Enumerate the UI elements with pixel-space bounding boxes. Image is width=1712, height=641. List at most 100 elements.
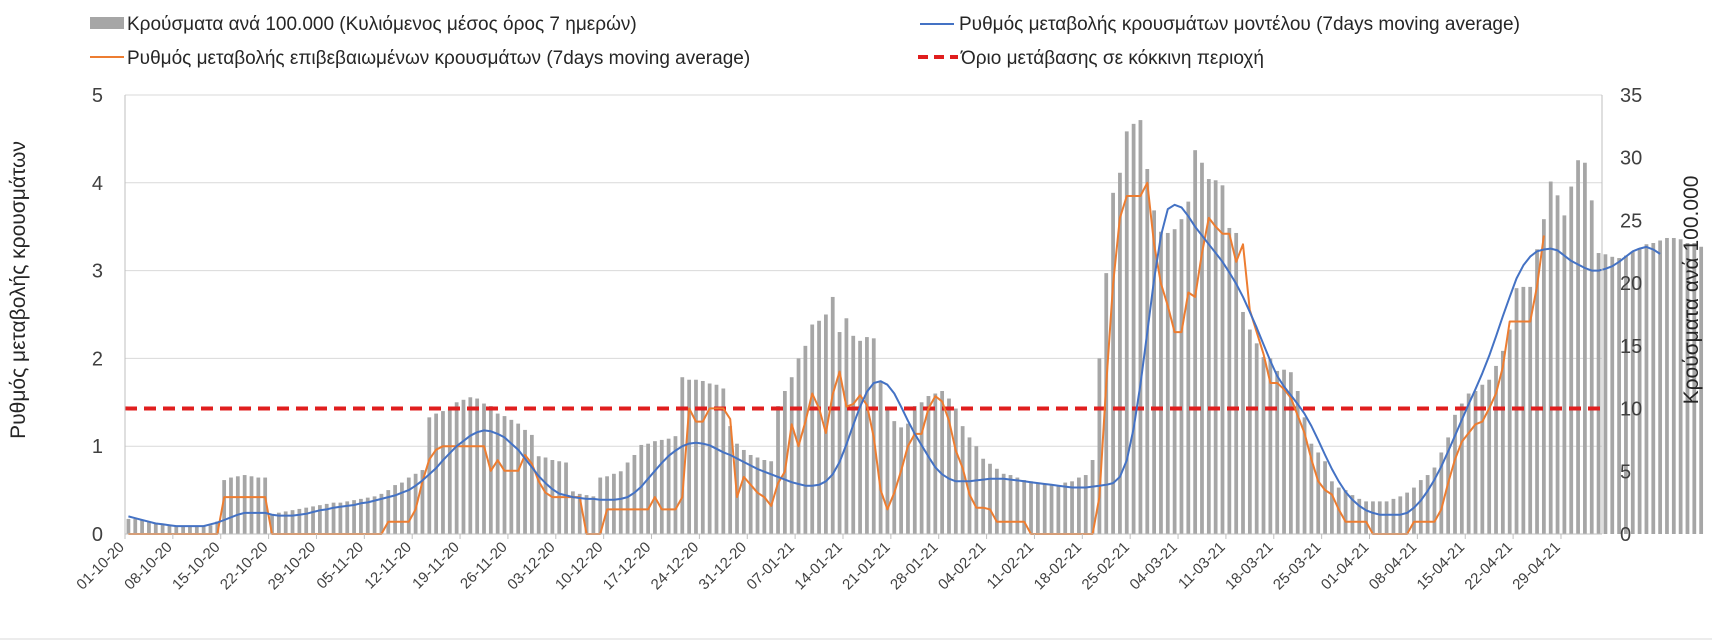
right-tick-label: 20 (1620, 273, 1642, 295)
case-bar (919, 402, 924, 534)
case-bar (270, 513, 274, 534)
case-bar (1295, 391, 1300, 534)
case-bar (618, 471, 623, 534)
x-tick-label: 14-01-21 (791, 539, 845, 593)
right-tick-label: 30 (1620, 148, 1642, 170)
case-bar (1494, 365, 1498, 534)
x-tick-label: 01-10-20 (73, 539, 127, 593)
case-bar (1145, 169, 1150, 534)
case-bar (1035, 483, 1040, 534)
x-tick-label: 21-01-21 (839, 539, 893, 593)
case-bar (810, 324, 815, 534)
case-bar (1439, 452, 1444, 534)
x-tick-label: 29-04-21 (1509, 539, 1563, 593)
case-bar (263, 477, 268, 534)
case-bar (509, 419, 514, 534)
case-bar (1288, 372, 1293, 534)
case-bar (1357, 498, 1362, 534)
case-bar (1576, 160, 1580, 535)
case-bar (700, 380, 705, 534)
left-tick-label: 5 (92, 85, 103, 107)
case-bar (338, 502, 343, 534)
case-bar (1658, 240, 1663, 535)
case-bar (208, 525, 213, 534)
case-bar (1077, 477, 1081, 534)
case-bar (892, 421, 897, 534)
case-bar (1391, 498, 1396, 534)
case-bar (1453, 414, 1457, 534)
case-bar (1152, 210, 1156, 534)
right-tick-label: 15 (1620, 336, 1642, 358)
case-bar (1624, 255, 1628, 534)
case-bar (981, 458, 986, 534)
case-bar (379, 493, 384, 534)
x-tick-label: 18-03-21 (1222, 539, 1276, 593)
case-bar (495, 413, 500, 534)
case-bar (1528, 286, 1533, 534)
case-bar (1042, 483, 1047, 534)
case-bar (1330, 481, 1334, 534)
right-tick-label: 25 (1620, 210, 1642, 232)
case-bar (1350, 495, 1355, 534)
case-bar (577, 493, 582, 534)
case-bar (235, 476, 240, 534)
case-bar (1241, 311, 1245, 534)
case-bar (953, 408, 958, 534)
case-bar (1083, 475, 1088, 534)
case-bar (529, 434, 534, 534)
case-bar (885, 407, 890, 534)
case-bar (420, 470, 425, 534)
left-tick-label: 4 (92, 173, 103, 195)
case-bar (283, 511, 288, 534)
case-bar (947, 398, 951, 534)
case-bar (639, 444, 644, 534)
case-bar (1206, 179, 1211, 534)
case-bar (188, 526, 192, 534)
gridlines (125, 94, 1602, 447)
case-bar (1268, 358, 1273, 534)
x-tick-label: 05-11-20 (313, 539, 367, 593)
case-bar (1275, 370, 1280, 534)
case-bar (1186, 201, 1191, 534)
case-bar (249, 476, 254, 534)
case-bar (1111, 192, 1115, 534)
case-bar (126, 518, 131, 534)
case-bar (434, 413, 439, 534)
case-bar (256, 477, 261, 534)
case-bar (1104, 273, 1109, 534)
case-bar (1213, 180, 1218, 534)
case-bar (967, 437, 972, 534)
case-bar (1555, 195, 1560, 535)
case-bar (447, 408, 452, 534)
case-bar (988, 463, 992, 534)
x-tick-label: 17-12-20 (600, 539, 654, 593)
case-bar (632, 454, 637, 534)
case-bar (1665, 237, 1669, 534)
case-bar (133, 518, 138, 534)
case-bar (933, 393, 938, 534)
case-bar (748, 454, 753, 534)
case-bar (837, 332, 842, 534)
right-axis-title: Κρούσματα ανά 100.000 (1680, 176, 1703, 405)
case-bar (1466, 393, 1471, 534)
case-bar (1412, 487, 1416, 534)
case-bar (666, 438, 671, 534)
case-bar (1603, 254, 1608, 534)
case-bar (167, 525, 172, 534)
case-bar (605, 476, 609, 534)
case-bar (523, 429, 527, 534)
case-bar (659, 439, 664, 534)
x-tick-label: 15-10-20 (169, 539, 223, 593)
case-bar (1671, 237, 1676, 534)
x-tick-label: 28-01-21 (887, 539, 941, 593)
case-bar (598, 477, 603, 534)
case-bar (571, 491, 575, 534)
case-bar (1521, 286, 1526, 534)
case-bar (1651, 243, 1656, 534)
case-bar (406, 477, 411, 534)
case-bar (1247, 329, 1252, 534)
case-bar (1637, 248, 1642, 534)
case-bar (181, 526, 186, 534)
case-bar (755, 457, 760, 534)
case-bar (1343, 490, 1348, 534)
